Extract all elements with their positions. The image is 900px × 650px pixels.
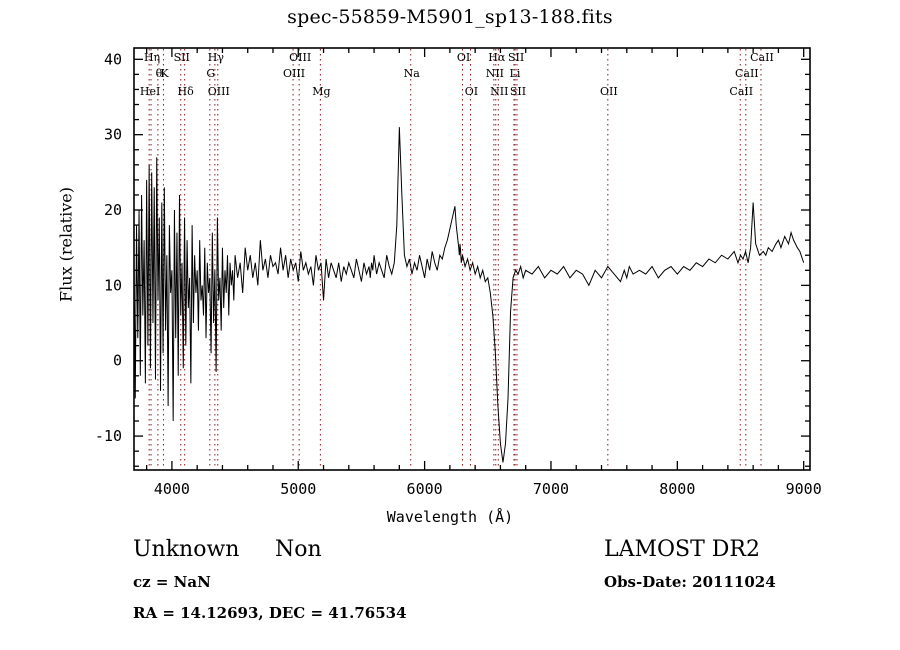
line-label-: θ	[156, 67, 163, 80]
x-tick-label: 4000	[154, 480, 190, 498]
line-label-NII: NII	[486, 67, 504, 80]
line-label-G: G	[206, 67, 215, 80]
y-tick-label: 40	[104, 50, 122, 68]
line-label-SII: SII	[510, 85, 526, 98]
line-label-OIII: OIII	[208, 85, 230, 98]
line-label-SII: SII	[174, 51, 190, 64]
line-label-OIII: OIII	[283, 67, 305, 80]
line-label-HeI: HeI	[140, 85, 160, 98]
ra-dec-value: RA = 14.12693, DEC = 41.76534	[133, 604, 407, 622]
line-label-K: K	[160, 67, 169, 80]
y-tick-label: -10	[95, 427, 122, 445]
y-tick-label: 0	[113, 352, 122, 370]
line-label-H: Hγ	[208, 51, 225, 64]
y-axis-label: Flux (relative)	[56, 187, 76, 302]
survey-label: LAMOST DR2	[604, 537, 760, 562]
object-name: Unknown	[133, 537, 240, 562]
line-label-H: Hδ	[178, 85, 195, 98]
spectrum-chart: 4000 5000 6000 7000 8000 9000 -10 0 10 20 30 40 Hη SI…	[95, 47, 822, 498]
line-label-CaII: CaII	[750, 51, 774, 64]
y-tick-label: 10	[104, 276, 122, 294]
x-tick-label: 9000	[786, 480, 822, 498]
line-label-OIII: OIII	[289, 51, 311, 64]
x-tick-label: 6000	[407, 480, 443, 498]
x-tick-label: 8000	[659, 480, 695, 498]
line-label-Mg: Mg	[312, 85, 330, 98]
spectrum-trace	[134, 127, 805, 463]
obs-date-label: Obs-Date: 20111024	[604, 573, 776, 591]
line-label-CaII: CaII	[735, 67, 759, 80]
plot-frame	[133, 47, 811, 471]
line-label-OII: OII	[600, 85, 618, 98]
y-tick-label: 20	[104, 201, 122, 219]
line-label-OI: OI	[457, 51, 470, 64]
x-axis-label: Wavelength (Å)	[386, 508, 514, 526]
x-tick-label: 7000	[533, 480, 569, 498]
line-label-CaII: CaII	[729, 85, 753, 98]
page-title: spec-55859-M5901_sp13-188.fits	[287, 6, 613, 28]
line-label-Na: Na	[404, 67, 421, 80]
line-label-H: Hα	[488, 51, 506, 64]
x-tick-label: 5000	[280, 480, 316, 498]
object-type: Non	[275, 537, 322, 562]
cz-value: cz = NaN	[133, 573, 211, 591]
line-label-Li: Li	[510, 67, 521, 80]
line-label-OI: OI	[465, 85, 478, 98]
line-label-H: Hη	[144, 51, 160, 64]
y-tick-label: 30	[104, 126, 122, 144]
line-label-NII: NII	[490, 85, 508, 98]
plot-area: Flux (relative) 4000 5000 6000 7000 8000 9000…	[56, 47, 822, 498]
line-label-SII: SII	[508, 51, 524, 64]
